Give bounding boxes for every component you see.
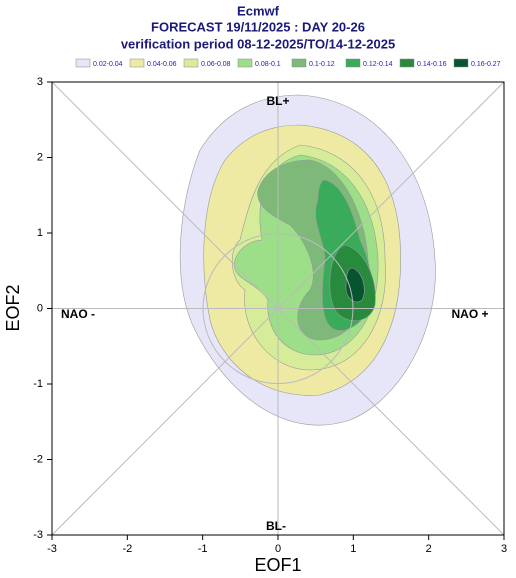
y-tick-label: 0 — [37, 302, 43, 314]
x-tick-label: -2 — [122, 543, 132, 555]
y-tick-label: 3 — [37, 76, 43, 88]
chart-subtitle: verification period 08-12-2025/TO/14-12-… — [121, 36, 395, 51]
annotation: BL- — [266, 519, 286, 533]
annotation: BL+ — [266, 94, 289, 108]
legend-swatch — [237, 58, 253, 68]
y-tick-label: 1 — [37, 227, 43, 239]
legend: 0.02-0.04 0.04-0.06 0.06-0.08 0.08-0.1 0.1-0… — [75, 58, 501, 68]
x-tick-label: -3 — [47, 543, 57, 555]
guides — [51, 81, 505, 536]
y-axis-label: EOF2 — [3, 284, 23, 331]
legend-label: 0.02-0.04 — [93, 61, 123, 68]
y-tick-label: -1 — [33, 378, 43, 390]
legend-swatch — [183, 58, 199, 68]
legend-label: 0.04-0.06 — [147, 61, 177, 68]
x-tick-label: 0 — [275, 543, 281, 555]
x-tick-label: -1 — [198, 543, 208, 555]
y-tick-label: -2 — [33, 453, 43, 465]
legend-label: 0.1-0.12 — [309, 61, 335, 68]
contours — [179, 94, 436, 426]
contour-fill — [345, 267, 365, 303]
legend-swatch — [129, 58, 145, 68]
legend-label: 0.16-0.27 — [471, 61, 501, 68]
legend-label: 0.12-0.14 — [363, 61, 393, 68]
legend-swatch — [75, 58, 91, 68]
x-axis-label: EOF1 — [254, 555, 301, 575]
x-tick-label: 3 — [501, 543, 507, 555]
x-tick-label: 1 — [350, 543, 356, 555]
legend-label: 0.14-0.16 — [417, 61, 447, 68]
legend-swatch — [453, 58, 469, 68]
chart-subtitle: FORECAST 19/11/2025 : DAY 20-26 — [151, 19, 365, 34]
legend-swatch — [291, 58, 307, 68]
legend-label: 0.08-0.1 — [255, 61, 281, 68]
legend-label: 0.06-0.08 — [201, 61, 231, 68]
legend-swatch — [345, 58, 361, 68]
y-tick-label: 2 — [37, 151, 43, 163]
legend-swatch — [399, 58, 415, 68]
annotation: NAO + — [451, 307, 488, 321]
unit-circle — [202, 233, 354, 384]
x-tick-label: 2 — [426, 543, 432, 555]
annotation: NAO - — [61, 307, 95, 321]
y-tick-label: -3 — [33, 529, 43, 541]
chart-title: Ecmwf — [237, 3, 280, 18]
